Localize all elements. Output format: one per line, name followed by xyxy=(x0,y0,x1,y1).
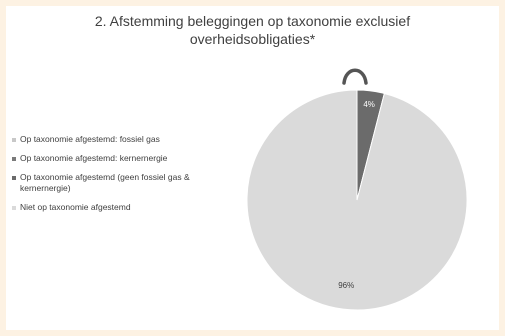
legend-swatch-nuclear xyxy=(12,157,16,161)
legend-swatch-not-aligned xyxy=(12,206,16,210)
legend-item-other-aligned: Op taxonomie afgestemd (geen fossiel gas… xyxy=(12,172,192,194)
data-label-other-aligned: 4% xyxy=(363,100,375,109)
legend-label-nuclear: Op taxonomie afgestemd: kernernergie xyxy=(20,153,168,163)
legend-item-not-aligned: Niet op taxonomie afgestemd xyxy=(12,202,192,213)
legend-swatch-fossil-gas xyxy=(12,138,16,142)
chart-frame: 2. Afstemming beleggingen op taxonomie e… xyxy=(6,6,499,330)
chart-title-line-1: 2. Afstemming beleggingen op taxonomie e… xyxy=(94,13,411,29)
legend-swatch-other-aligned xyxy=(12,176,16,180)
pie-slice-not-aligned xyxy=(246,89,468,311)
data-label-not-aligned: 96% xyxy=(338,281,354,290)
legend-item-nuclear: Op taxonomie afgestemd: kernernergie xyxy=(12,153,192,164)
legend-label-fossil-gas: Op taxonomie afgestemd: fossiel gas xyxy=(20,134,160,144)
chart-title-line-2: overheidsobligaties* xyxy=(189,31,316,47)
legend-label-other-aligned: Op taxonomie afgestemd (geen fossiel gas… xyxy=(20,172,190,193)
chart-title: 2. Afstemming beleggingen op taxonomie e… xyxy=(6,12,499,48)
chart-legend: Op taxonomie afgestemd: fossiel gas Op t… xyxy=(12,134,192,221)
zero-slice-callout-fossil-gas xyxy=(342,68,368,85)
pie-chart: 4% 96% xyxy=(246,68,468,311)
legend-item-fossil-gas: Op taxonomie afgestemd: fossiel gas xyxy=(12,134,192,145)
legend-label-not-aligned: Niet op taxonomie afgestemd xyxy=(20,202,131,212)
